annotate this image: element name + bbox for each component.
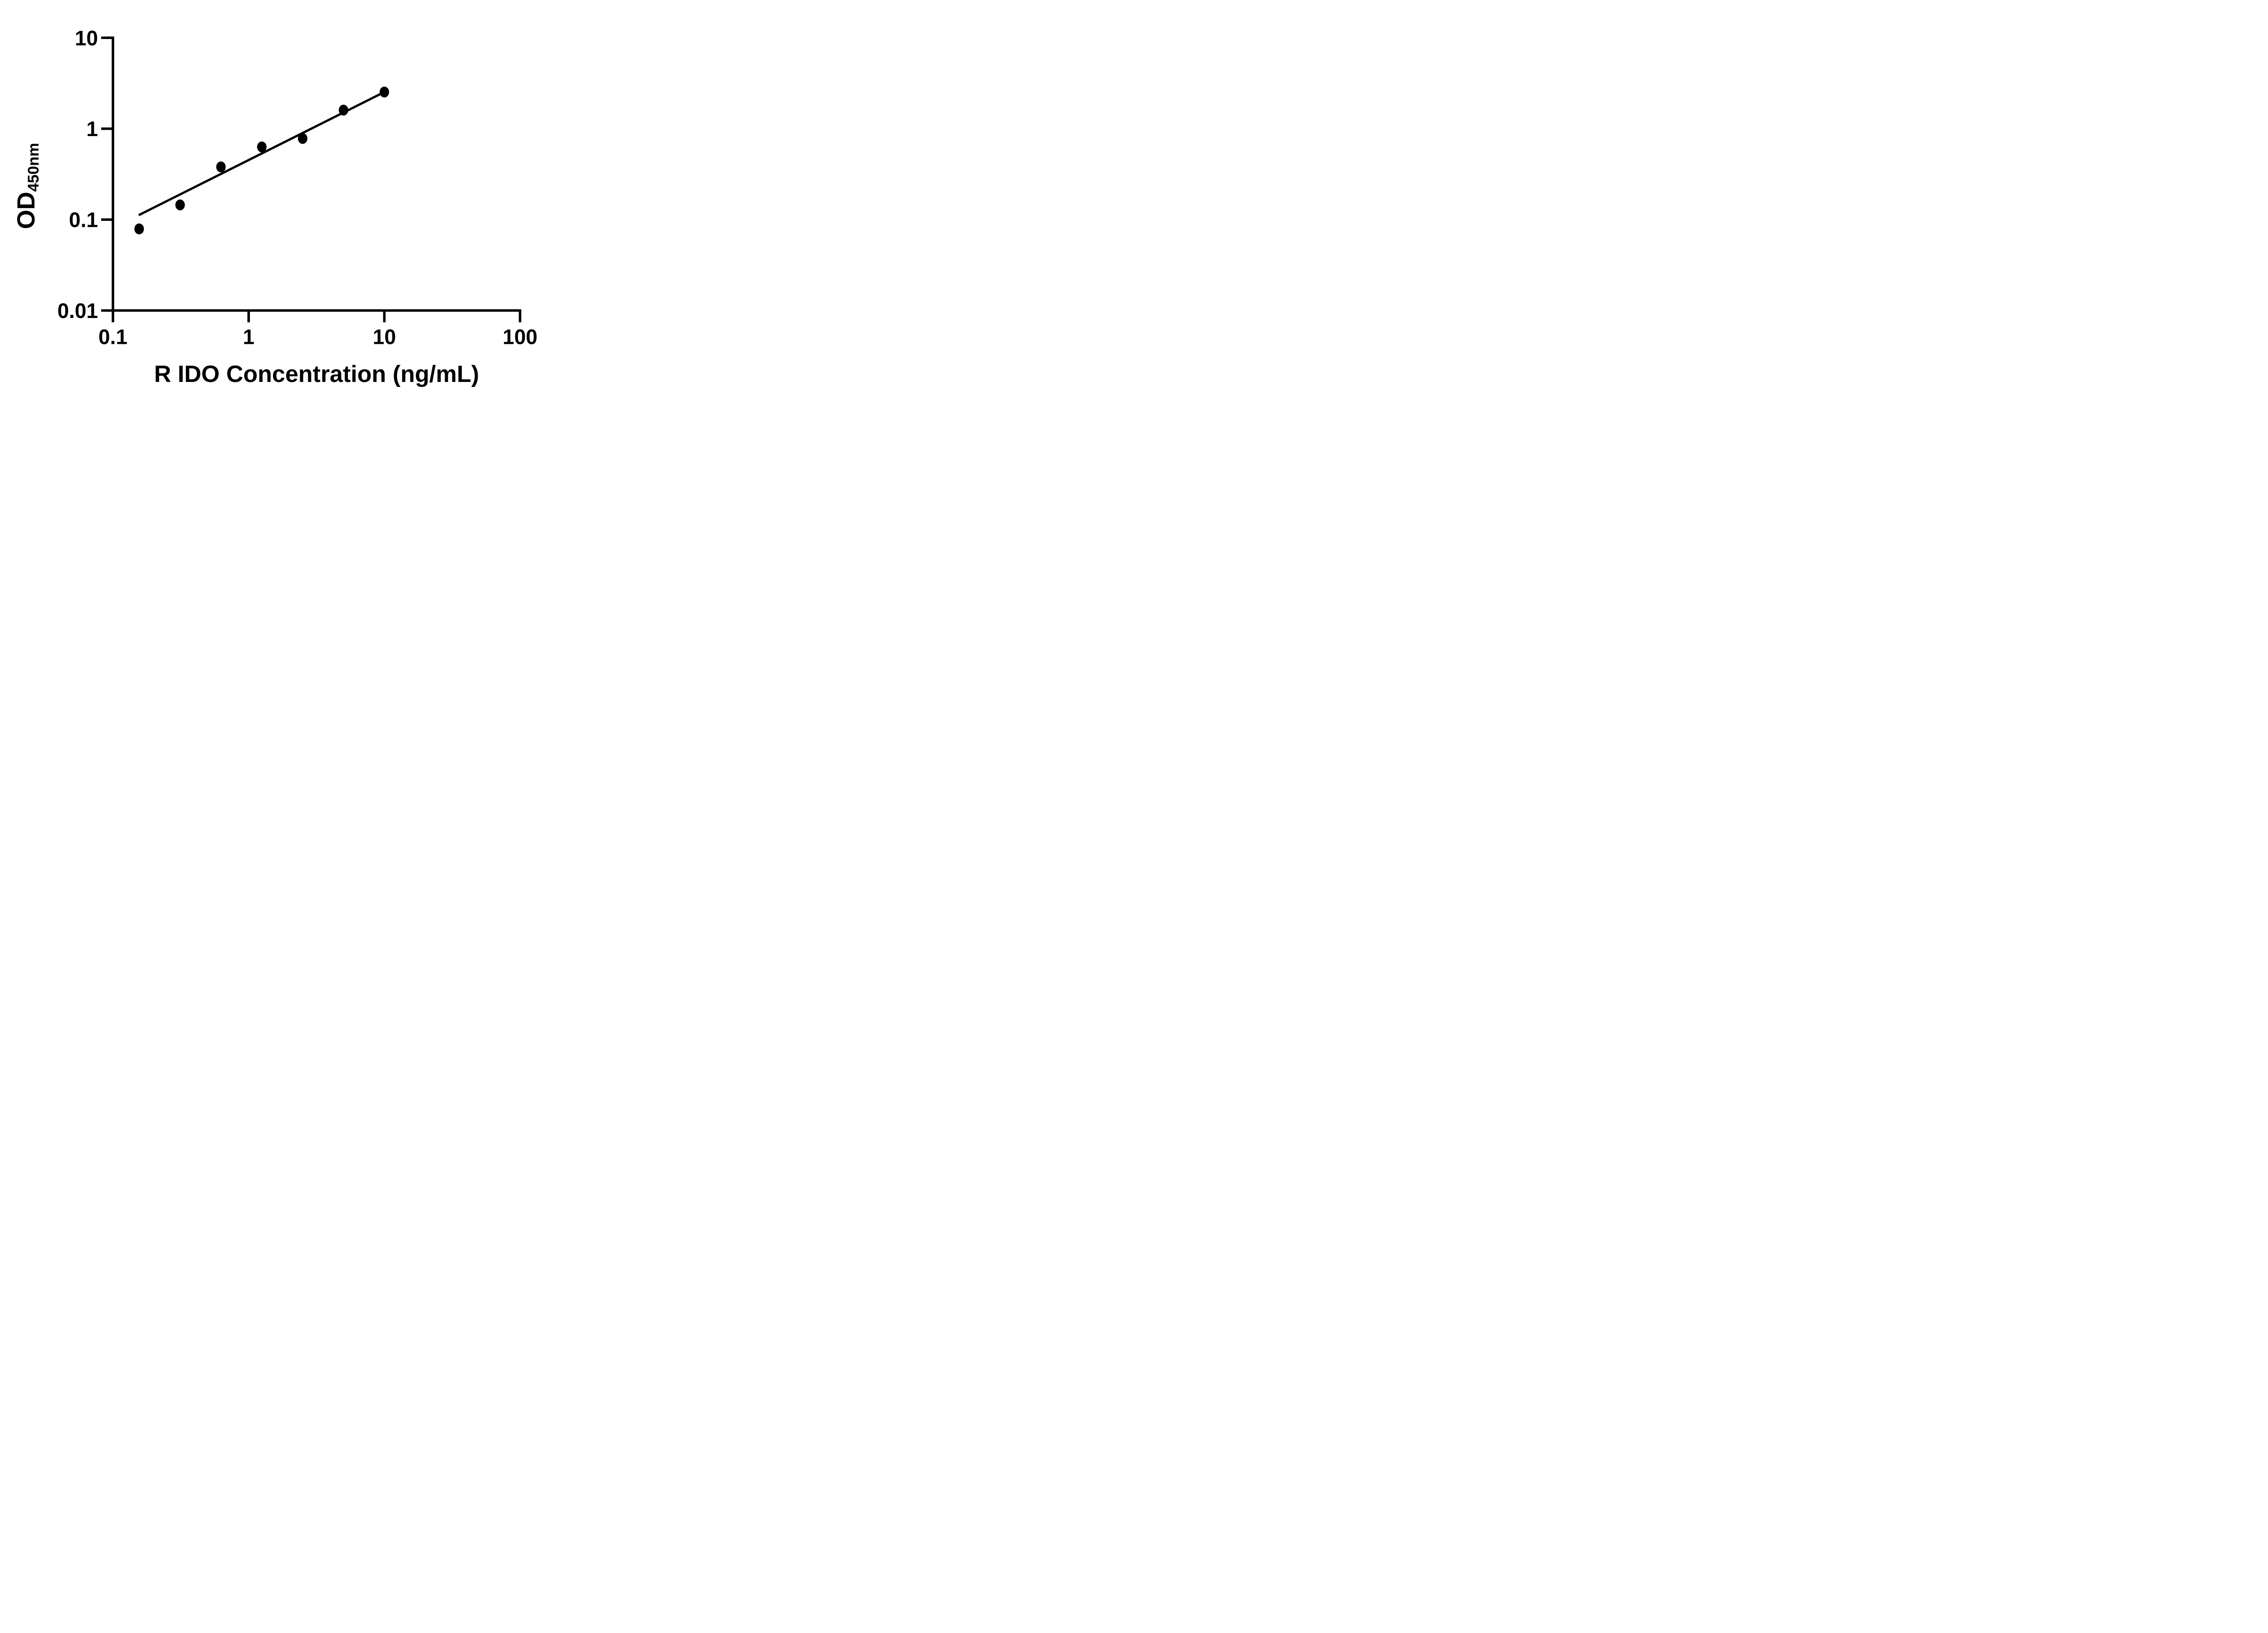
y-tick-label-0.01: 0.01	[57, 299, 98, 323]
data-point-2	[175, 199, 185, 210]
x-tick-label-100: 100	[503, 325, 538, 349]
plot-layer	[134, 86, 389, 235]
data-point-5	[298, 133, 308, 144]
x-axis-title: R IDO Concentration (ng/mL)	[154, 361, 479, 387]
data-point-1	[134, 223, 144, 235]
data-point-6	[338, 104, 348, 116]
data-point-7	[379, 86, 389, 98]
y-axis-title-subscript: 450nm	[25, 143, 42, 192]
elisa-standard-curve-figure: 10 1 0.1 0.01 0.1 1 10 100 R IDO Concentration …	[0, 0, 583, 408]
y-axis-title-main: OD	[12, 192, 40, 230]
ticks-layer	[101, 36, 522, 323]
x-tick-label-1: 1	[243, 325, 254, 349]
y-tick-label-0.1: 0.1	[69, 208, 98, 232]
data-point-3	[216, 161, 226, 172]
y-tick-label-1: 1	[86, 117, 98, 141]
y-tick-label-10: 10	[75, 26, 98, 50]
axes-layer	[112, 36, 522, 312]
data-point-4	[257, 141, 267, 152]
y-axis-title: OD450nm	[12, 143, 42, 229]
x-tick-label-0.1: 0.1	[98, 325, 127, 349]
x-tick-label-10: 10	[373, 325, 396, 349]
